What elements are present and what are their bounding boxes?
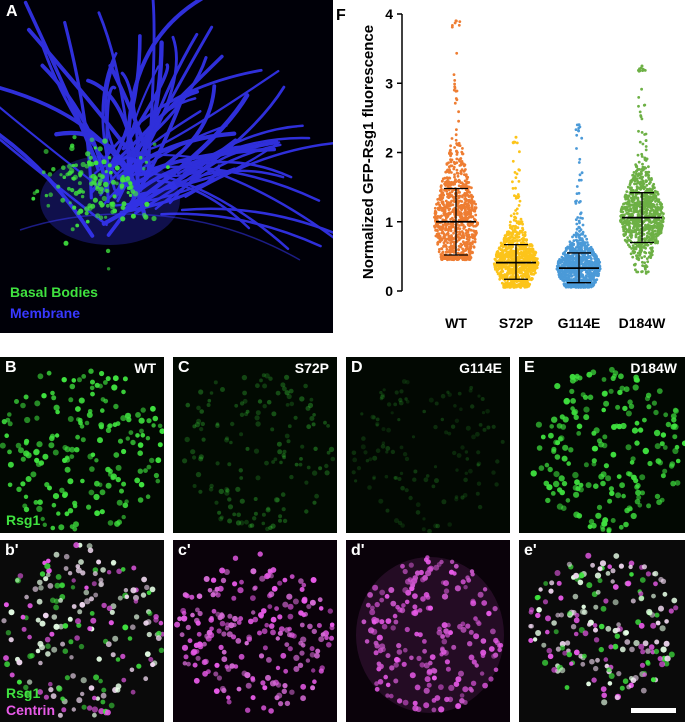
panel-c-prime-letter: c' bbox=[178, 542, 191, 559]
error-bar-d184w bbox=[622, 192, 662, 244]
panel-b-prime-channel1: Rsg1 bbox=[6, 685, 41, 701]
panel-d-micrograph: D G114E bbox=[346, 357, 510, 533]
chart-y-axis-label: Normalized GFP-Rsg1 fluorescence bbox=[360, 25, 377, 279]
chart-x-tick-label: D184W bbox=[619, 315, 666, 331]
panel-b-genotype: WT bbox=[134, 360, 156, 376]
panel-a-micrograph: A Basal Bodies Membrane bbox=[0, 0, 333, 333]
panel-c-prime-image bbox=[173, 540, 337, 722]
panel-e-prime-letter: e' bbox=[524, 542, 537, 559]
panel-f-chart: F Normalized GFP-Rsg1 fluorescence 0 1 2 3 4… bbox=[336, 0, 685, 335]
puncta-group bbox=[530, 366, 685, 533]
puncta-group bbox=[174, 551, 335, 714]
panel-c-image bbox=[173, 357, 337, 533]
panel-d-image bbox=[346, 357, 510, 533]
panel-b-channel: Rsg1 bbox=[6, 512, 41, 528]
panel-c-genotype: S72P bbox=[294, 360, 329, 376]
panel-b-letter: B bbox=[5, 359, 17, 376]
panel-b-micrograph: B WT Rsg1 bbox=[0, 357, 164, 533]
panel-e-micrograph: E D184W bbox=[519, 357, 685, 533]
panel-b-prime-image bbox=[0, 540, 164, 722]
violin-dots-d184w bbox=[619, 64, 666, 275]
puncta-group bbox=[361, 555, 504, 713]
panel-a-image bbox=[0, 0, 333, 333]
panel-d-prime-micrograph: d' bbox=[346, 540, 510, 722]
basal-bodies-group bbox=[31, 135, 170, 271]
panel-e-letter: E bbox=[524, 359, 535, 376]
error-bar-g114e bbox=[559, 252, 599, 284]
panel-c-prime-micrograph: c' bbox=[173, 540, 337, 722]
chart-y-tick-label: 1 bbox=[385, 214, 393, 230]
chart-svg: F Normalized GFP-Rsg1 fluorescence 0 1 2 3 4… bbox=[336, 6, 666, 331]
error-bar-wt bbox=[436, 187, 476, 256]
chart-x-tick-label: WT bbox=[445, 315, 467, 331]
chart-y-tick-label: 3 bbox=[385, 75, 393, 91]
puncta-group bbox=[182, 373, 336, 532]
panel-e-prime-image bbox=[519, 540, 685, 722]
panel-c-micrograph: C S72P bbox=[173, 357, 337, 533]
membrane-legend: Membrane bbox=[10, 305, 81, 321]
panel-b-prime-channel2: Centrin bbox=[6, 702, 55, 718]
panel-d-genotype: G114E bbox=[459, 360, 502, 376]
panel-d-prime-image bbox=[346, 540, 510, 722]
chart-y-tick-label: 4 bbox=[385, 6, 393, 22]
panel-e-prime-micrograph: e' bbox=[519, 540, 685, 722]
panel-b-prime-letter: b' bbox=[5, 542, 19, 559]
puncta-group bbox=[1, 542, 164, 718]
basal-bodies-legend: Basal Bodies bbox=[10, 284, 98, 300]
panel-a-letter: A bbox=[6, 3, 18, 20]
panel-d-prime-letter: d' bbox=[351, 542, 365, 559]
panel-b-prime-micrograph: b' Rsg1 Centrin bbox=[0, 540, 164, 722]
panel-d-letter: D bbox=[351, 359, 363, 376]
chart-panel-letter: F bbox=[336, 7, 346, 24]
chart-x-tick-label: S72P bbox=[499, 315, 533, 331]
panel-e-genotype: D184W bbox=[630, 360, 677, 376]
chart-y-tick-label: 0 bbox=[385, 283, 393, 299]
scale-bar bbox=[631, 708, 676, 713]
puncta-group bbox=[0, 368, 164, 532]
violin-dots-s72p bbox=[492, 135, 540, 289]
chart-y-tick-label: 2 bbox=[385, 145, 393, 161]
error-bar-s72p bbox=[496, 243, 536, 280]
panel-e-image bbox=[519, 357, 685, 533]
puncta-group bbox=[528, 552, 679, 706]
panel-b-image bbox=[0, 357, 164, 533]
chart-x-tick-label: G114E bbox=[558, 315, 601, 331]
panel-c-letter: C bbox=[178, 359, 190, 376]
puncta-group bbox=[351, 379, 505, 533]
